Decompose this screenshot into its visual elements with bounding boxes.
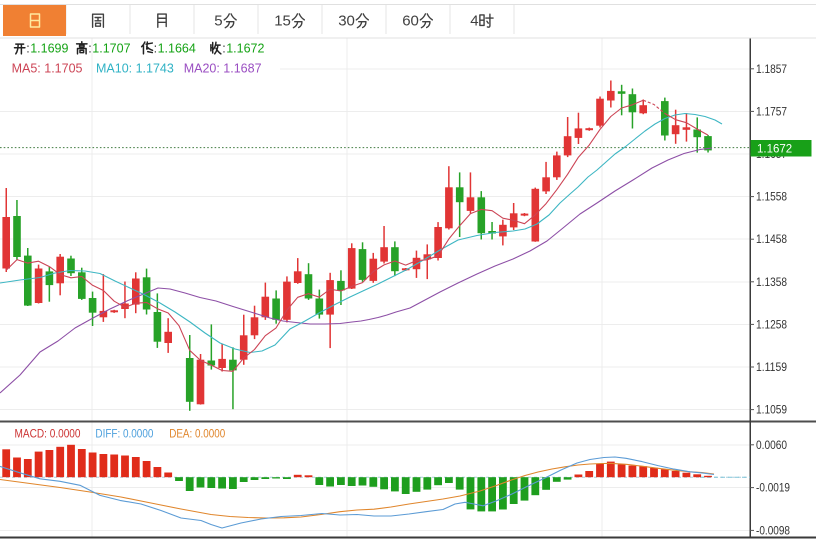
svg-text:DIFF: 0.0000: DIFF: 0.0000 <box>95 427 153 441</box>
svg-text:MACD: 0.0000: MACD: 0.0000 <box>15 427 81 441</box>
svg-text::: : <box>154 42 157 56</box>
svg-text:MA20: 1.1687: MA20: 1.1687 <box>184 61 262 75</box>
svg-text:1.1707: 1.1707 <box>92 42 130 56</box>
svg-text:5: 5 <box>214 13 222 30</box>
svg-text:1.1672: 1.1672 <box>757 144 792 156</box>
svg-text:DEA: 0.0000: DEA: 0.0000 <box>169 427 225 441</box>
svg-text:-0.0019: -0.0019 <box>756 483 790 495</box>
svg-text:1.1458: 1.1458 <box>756 234 787 246</box>
svg-text:60: 60 <box>402 13 419 30</box>
svg-text:1.1159: 1.1159 <box>756 362 787 374</box>
svg-text:1.1857: 1.1857 <box>756 64 787 76</box>
svg-text:4: 4 <box>470 13 478 30</box>
svg-text:-0.0098: -0.0098 <box>756 525 790 537</box>
svg-text::: : <box>26 42 29 56</box>
svg-text:1.1699: 1.1699 <box>30 42 68 56</box>
svg-text:30: 30 <box>338 13 355 30</box>
svg-text:15: 15 <box>274 13 291 30</box>
svg-text:1.1558: 1.1558 <box>756 192 787 204</box>
svg-text:MA10: 1.1743: MA10: 1.1743 <box>96 61 174 75</box>
svg-text:MA5: 1.1705: MA5: 1.1705 <box>12 61 83 75</box>
svg-text:1.1059: 1.1059 <box>756 405 787 417</box>
svg-text:1.1664: 1.1664 <box>158 42 196 56</box>
svg-text:1.1672: 1.1672 <box>226 42 264 56</box>
svg-text:1.1258: 1.1258 <box>756 319 787 331</box>
svg-text::: : <box>222 42 225 56</box>
svg-text:1.1757: 1.1757 <box>756 106 787 118</box>
svg-text::: : <box>88 42 91 56</box>
svg-text:1.1358: 1.1358 <box>756 277 787 289</box>
svg-text:0.0060: 0.0060 <box>756 440 787 452</box>
